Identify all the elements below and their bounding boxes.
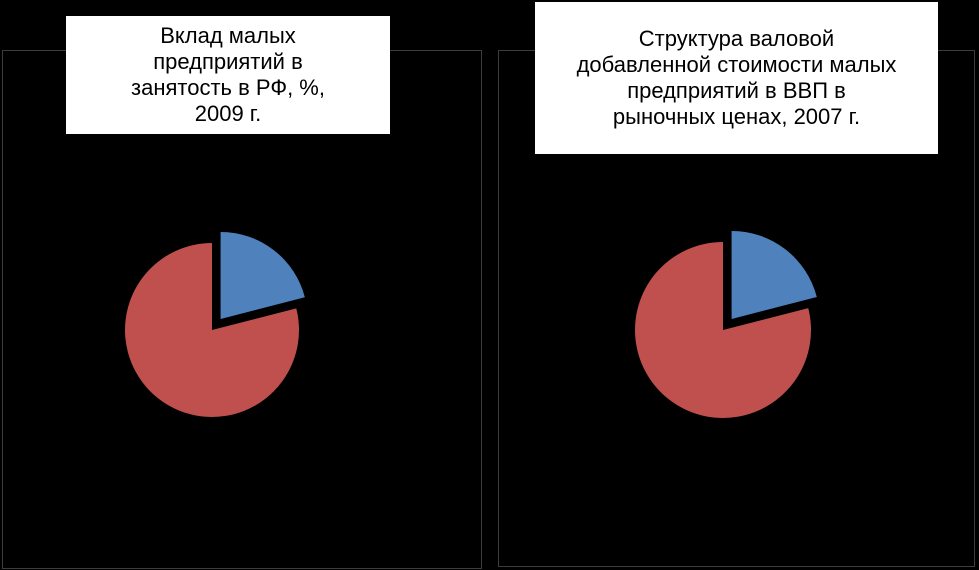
pie-slice xyxy=(220,231,305,319)
pie-slice xyxy=(635,242,811,418)
pie-slice xyxy=(124,242,299,417)
pie-slice xyxy=(731,230,817,319)
chart-title: Структура валовой добавленной стоимости … xyxy=(535,2,938,154)
chart-title: Вклад малых предприятий в занятость в РФ… xyxy=(66,16,390,134)
